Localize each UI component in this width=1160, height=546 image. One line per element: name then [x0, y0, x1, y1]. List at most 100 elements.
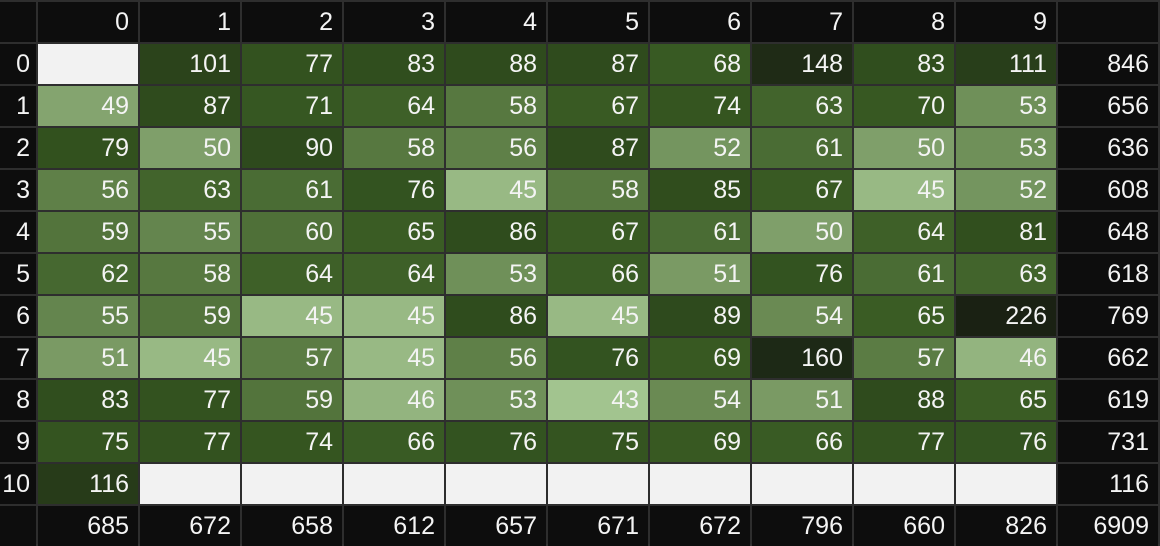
- heatmap-cell: 45: [344, 338, 444, 378]
- heatmap-cell: 63: [752, 86, 852, 126]
- heatmap-cell: 63: [956, 254, 1056, 294]
- column-header: 2: [242, 2, 342, 42]
- heatmap-cell: 67: [548, 212, 648, 252]
- row-header: 0: [0, 44, 36, 84]
- heatmap-cell: 86: [446, 296, 546, 336]
- column-header: 3: [344, 2, 444, 42]
- heatmap-cell: 64: [344, 86, 444, 126]
- column-header: 8: [854, 2, 954, 42]
- column-total: 671: [548, 506, 648, 546]
- heatmap-cell: 53: [446, 254, 546, 294]
- heatmap-cell: 58: [140, 254, 240, 294]
- heatmap-cell: 56: [38, 170, 138, 210]
- heatmap-cell: 83: [854, 44, 954, 84]
- heatmap-cell: 45: [446, 170, 546, 210]
- heatmap-cell: 58: [548, 170, 648, 210]
- heatmap-cell: 88: [854, 380, 954, 420]
- heatmap-cell: 87: [548, 128, 648, 168]
- heatmap-cell: 45: [242, 296, 342, 336]
- row-total: 618: [1058, 254, 1158, 294]
- heatmap-cell: 49: [38, 86, 138, 126]
- heatmap-cell: 101: [140, 44, 240, 84]
- heatmap-cell: 65: [344, 212, 444, 252]
- heatmap-cell: 111: [956, 44, 1056, 84]
- column-total: 657: [446, 506, 546, 546]
- heatmap-cell: 53: [956, 86, 1056, 126]
- heatmap-cell: 77: [242, 44, 342, 84]
- row-header: 7: [0, 338, 36, 378]
- heatmap-cell: 90: [242, 128, 342, 168]
- column-total: 685: [38, 506, 138, 546]
- heatmap-cell: 61: [242, 170, 342, 210]
- heatmap-cell: 45: [140, 338, 240, 378]
- row-total: 619: [1058, 380, 1158, 420]
- heatmap-cell: 60: [242, 212, 342, 252]
- heatmap-cell: 65: [854, 296, 954, 336]
- heatmap-cell: 77: [140, 380, 240, 420]
- heatmap-cell: 67: [548, 86, 648, 126]
- heatmap-cell: 46: [956, 338, 1056, 378]
- heatmap-cell-empty: [140, 464, 240, 504]
- heatmap-cell: 88: [446, 44, 546, 84]
- grand-total: 6909: [1058, 506, 1158, 546]
- heatmap-cell: 45: [344, 296, 444, 336]
- heatmap-cell: 86: [446, 212, 546, 252]
- column-header: 9: [956, 2, 1056, 42]
- heatmap-cell-empty: [548, 464, 648, 504]
- heatmap-cell: 56: [446, 338, 546, 378]
- row-header: 6: [0, 296, 36, 336]
- heatmap-cell: 58: [446, 86, 546, 126]
- heatmap-cell: 76: [344, 170, 444, 210]
- row-total: 769: [1058, 296, 1158, 336]
- heatmap-cell: 67: [752, 170, 852, 210]
- column-total: 826: [956, 506, 1056, 546]
- heatmap-cell: 50: [854, 128, 954, 168]
- heatmap-cell: 83: [344, 44, 444, 84]
- heatmap-cell-empty: [956, 464, 1056, 504]
- heatmap-cell: 81: [956, 212, 1056, 252]
- heatmap-cell: 79: [38, 128, 138, 168]
- heatmap-cell: 74: [650, 86, 750, 126]
- heatmap-cell: 66: [548, 254, 648, 294]
- heatmap-cell: 74: [242, 422, 342, 462]
- heatmap-cell: 85: [650, 170, 750, 210]
- row-header: 9: [0, 422, 36, 462]
- heatmap-cell: 77: [140, 422, 240, 462]
- heatmap-cell: 43: [548, 380, 648, 420]
- heatmap-cell: 64: [242, 254, 342, 294]
- heatmap-cell: 76: [548, 338, 648, 378]
- heatmap-cell: 68: [650, 44, 750, 84]
- heatmap-cell: 69: [650, 422, 750, 462]
- column-header: 5: [548, 2, 648, 42]
- heatmap-cell: 59: [38, 212, 138, 252]
- column-total: 796: [752, 506, 852, 546]
- heatmap-cell: 77: [854, 422, 954, 462]
- heatmap-cell: 56: [446, 128, 546, 168]
- heatmap-cell: 55: [140, 212, 240, 252]
- row-total: 116: [1058, 464, 1158, 504]
- heatmap-cell: 59: [242, 380, 342, 420]
- heatmap-cell: 53: [446, 380, 546, 420]
- heatmap-cell: 52: [650, 128, 750, 168]
- row-total: 648: [1058, 212, 1158, 252]
- heatmap-cell: 63: [140, 170, 240, 210]
- heatmap-cell-empty: [344, 464, 444, 504]
- heatmap-cell: 54: [752, 296, 852, 336]
- column-total: 672: [140, 506, 240, 546]
- column-header: 1: [140, 2, 240, 42]
- heatmap-cell: 62: [38, 254, 138, 294]
- heatmap-cell: 52: [956, 170, 1056, 210]
- total-column-header: [1058, 2, 1158, 42]
- heatmap-cell: 51: [650, 254, 750, 294]
- row-total: 731: [1058, 422, 1158, 462]
- row-total: 662: [1058, 338, 1158, 378]
- heatmap-cell: 70: [854, 86, 954, 126]
- heatmap-cell: 57: [854, 338, 954, 378]
- heatmap-cell: 87: [548, 44, 648, 84]
- heatmap-cell: 69: [650, 338, 750, 378]
- heatmap-cell: 55: [38, 296, 138, 336]
- heatmap-cell: 64: [854, 212, 954, 252]
- column-total: 612: [344, 506, 444, 546]
- heatmap-cell: 226: [956, 296, 1056, 336]
- heatmap-cell: 71: [242, 86, 342, 126]
